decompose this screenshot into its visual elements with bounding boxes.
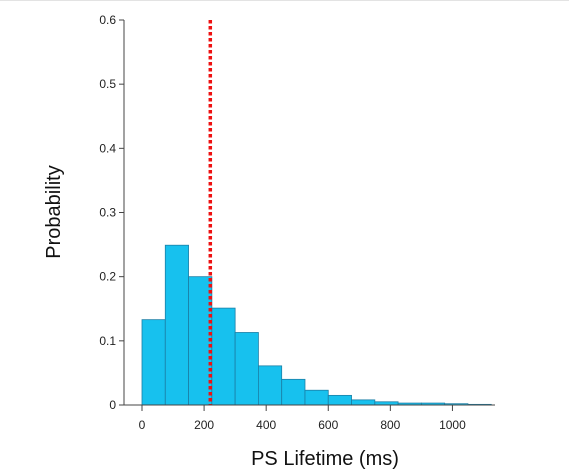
x-tick-label-5: 1000 [439, 418, 466, 432]
y-tick-label-1: 0.1 [99, 334, 116, 348]
axes-layer: 0 0.1 0.2 0.3 0.4 0.5 0.6 0 200 400 600 800 1000 [99, 13, 495, 432]
histogram-bar-0 [141, 319, 166, 406]
histogram-bar-9 [351, 399, 376, 406]
histogram-bar-4 [234, 332, 259, 406]
histogram-bar-3 [211, 307, 236, 406]
x-tick-label-4: 800 [380, 418, 400, 432]
y-tick-label-2: 0.2 [99, 270, 116, 284]
y-tick-label-6: 0.6 [99, 13, 116, 27]
top-border [0, 0, 569, 1]
histogram-bar-8 [327, 394, 352, 406]
histogram-bar-6 [281, 378, 306, 406]
x-tick-label-3: 600 [318, 418, 338, 432]
histogram-bar-1 [164, 244, 189, 406]
x-tick-label-0: 0 [139, 418, 146, 432]
y-tick-label-0: 0 [109, 398, 116, 412]
y-axis-title: Probability [43, 165, 65, 258]
x-tick-label-1: 200 [194, 418, 214, 432]
x-tick-label-2: 400 [256, 418, 276, 432]
y-tick-label-3: 0.3 [99, 206, 116, 220]
x-axis-title: PS Lifetime (ms) [251, 448, 399, 470]
y-tick-label-4: 0.4 [99, 141, 116, 155]
histogram-bar-7 [304, 389, 329, 406]
bars-layer [141, 244, 492, 406]
y-tick-label-5: 0.5 [99, 77, 116, 91]
histogram-bar-5 [258, 365, 283, 406]
histogram-bar-2 [188, 276, 213, 406]
